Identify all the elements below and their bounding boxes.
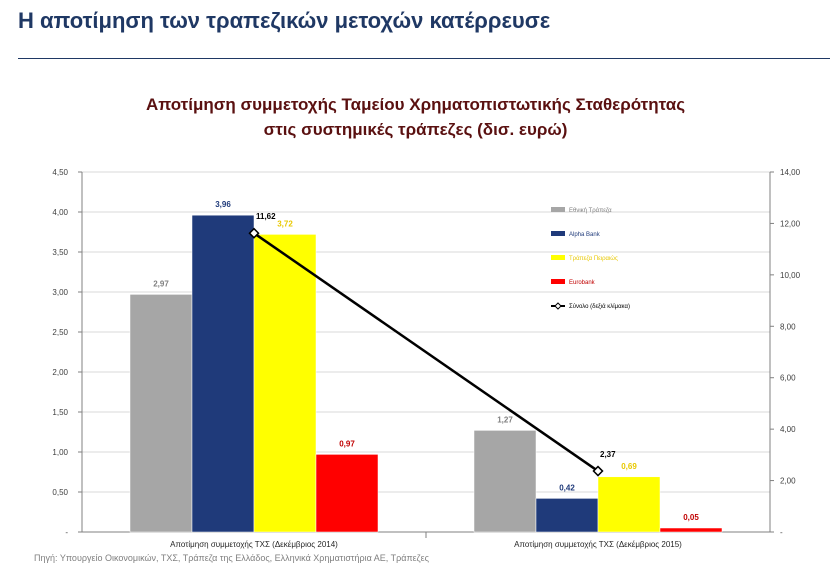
- legend-swatch: [551, 279, 565, 284]
- bar-alpha-bank: [191, 214, 255, 533]
- y-right-tick-label: 10,00: [780, 271, 801, 280]
- bar-εθνική-τράπεζα: [129, 294, 193, 533]
- y-left-tick-label: 1,50: [52, 408, 68, 417]
- legend-label: Εθνική Τράπεζα: [569, 207, 612, 214]
- bar-data-label: 3,72: [277, 219, 293, 228]
- y-left-tick-label: 3,50: [52, 248, 68, 257]
- legend-label: Eurobank: [569, 280, 596, 286]
- bar-τράπεζα-πειραιώς: [597, 476, 661, 533]
- legend-label: Alpha Bank: [569, 232, 601, 238]
- legend-label: Τράπεζα Πειραιώς: [569, 255, 618, 262]
- source-note: Πηγή: Υπουργείο Οικονομικών, ΤΧΣ, Τράπεζ…: [34, 553, 429, 563]
- y-left-tick-label: 4,50: [52, 168, 68, 177]
- bar-eurobank: [315, 454, 379, 533]
- legend-line-marker: [554, 302, 562, 310]
- legend-swatch: [551, 231, 565, 236]
- legend-swatch: [551, 255, 565, 260]
- bar-data-label: 1,27: [497, 415, 513, 424]
- legend-swatch: [551, 207, 565, 212]
- bar-data-label: 0,97: [339, 439, 355, 448]
- y-left-tick-label: 4,00: [52, 208, 68, 217]
- y-left-tick-label: 0,50: [52, 488, 68, 497]
- title-divider: [18, 58, 830, 59]
- y-right-tick-label: 8,00: [780, 322, 796, 331]
- legend-label: Σύνολο (δεξιά κλίμακα): [569, 303, 630, 310]
- y-left-tick-label: 2,00: [52, 368, 68, 377]
- y-left-tick-label: 2,50: [52, 328, 68, 337]
- bar-eurobank: [659, 527, 723, 533]
- bar-τράπεζα-πειραιώς: [253, 234, 317, 533]
- x-category-label: Αποτίμηση συμμετοχής ΤΧΣ (Δεκέμβριος 201…: [514, 540, 682, 549]
- y-right-tick-label: -: [780, 528, 783, 537]
- y-left-tick-label: 3,00: [52, 288, 68, 297]
- bar-data-label: 0,69: [621, 462, 637, 471]
- bar-data-label: 3,96: [215, 200, 231, 209]
- total-line-marker: [248, 227, 260, 239]
- bar-data-label: 2,97: [153, 279, 169, 288]
- chart-title-line-1: Αποτίμηση συμμετοχής Ταμείου Χρηματοπιστ…: [145, 95, 686, 114]
- y-left-tick-label: 1,00: [52, 448, 68, 457]
- total-line-data-label: 11,62: [256, 212, 276, 221]
- y-right-tick-label: 4,00: [780, 425, 796, 434]
- page-title: Η αποτίμηση των τραπεζικών μετοχών κατέρ…: [18, 8, 551, 33]
- bar-εθνική-τράπεζα: [473, 430, 537, 533]
- y-right-tick-label: 12,00: [780, 219, 801, 228]
- y-left-tick-label: -: [65, 528, 68, 537]
- total-line-data-label: 2,37: [600, 450, 616, 459]
- chart-title-line-2: στις συστημικές τράπεζες (δισ. ευρώ): [263, 120, 568, 139]
- chart-title: Αποτίμηση συμμετοχής Ταμείου Χρηματοπιστ…: [0, 92, 831, 142]
- y-right-tick-label: 14,00: [780, 168, 801, 177]
- total-line-marker: [592, 465, 604, 477]
- y-right-tick-label: 6,00: [780, 374, 796, 383]
- total-line: [253, 232, 599, 473]
- y-right-tick-label: 2,00: [780, 477, 796, 486]
- bar-alpha-bank: [535, 498, 599, 533]
- bar-data-label: 0,42: [559, 483, 575, 492]
- x-category-label: Αποτίμηση συμμετοχής ΤΧΣ (Δεκέμβριος 201…: [170, 540, 338, 549]
- bar-data-label: 0,05: [683, 513, 699, 522]
